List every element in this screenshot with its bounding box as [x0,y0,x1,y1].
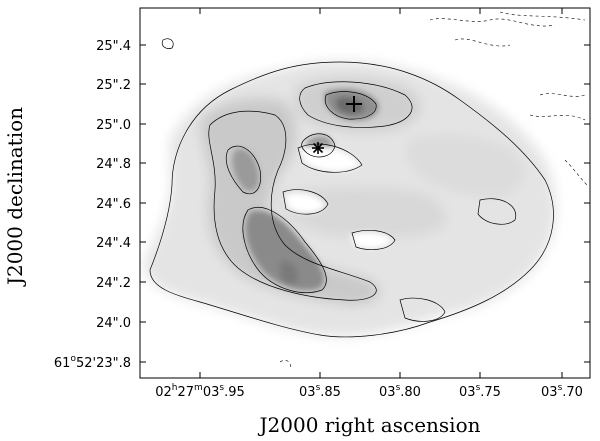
plot-frame [139,7,591,379]
contour-lines [149,38,554,338]
x-tick-label: 03s.75 [459,383,501,400]
y-tick-label: 24".4 [96,236,131,251]
y-tick-label: 24".0 [96,316,131,331]
y-axis-title: J2000 declination [3,107,27,287]
x-tick-label: 03s.85 [299,383,341,400]
x-tick-label: 02h27m03s.95 [155,383,245,400]
axis-ticks [140,8,590,378]
y-tick-label: 25".0 [96,118,131,133]
y-tick-labels: 25".4 25".2 25".0 24".8 24".6 24".4 24".2 24".0… [54,39,131,371]
x-tick-label: 03s.70 [541,383,583,400]
y-tick-label: 61o52'23".8 [54,354,131,371]
x-tick-label: 03s.80 [379,383,421,400]
y-tick-label: 24".6 [96,197,131,212]
asterisk-marker [312,142,324,154]
negative-contours [279,11,589,369]
y-tick-label: 25".2 [96,78,131,93]
y-tick-label: 24".2 [96,276,131,291]
plus-marker [346,96,362,112]
y-tick-label: 24".8 [96,157,131,172]
x-tick-labels: 02h27m03s.95 03s.85 03s.80 03s.75 03s.70 [155,383,583,400]
emission-image [144,61,556,337]
y-tick-label: 25".4 [96,39,131,54]
x-axis-title: J2000 right ascension [258,413,481,437]
